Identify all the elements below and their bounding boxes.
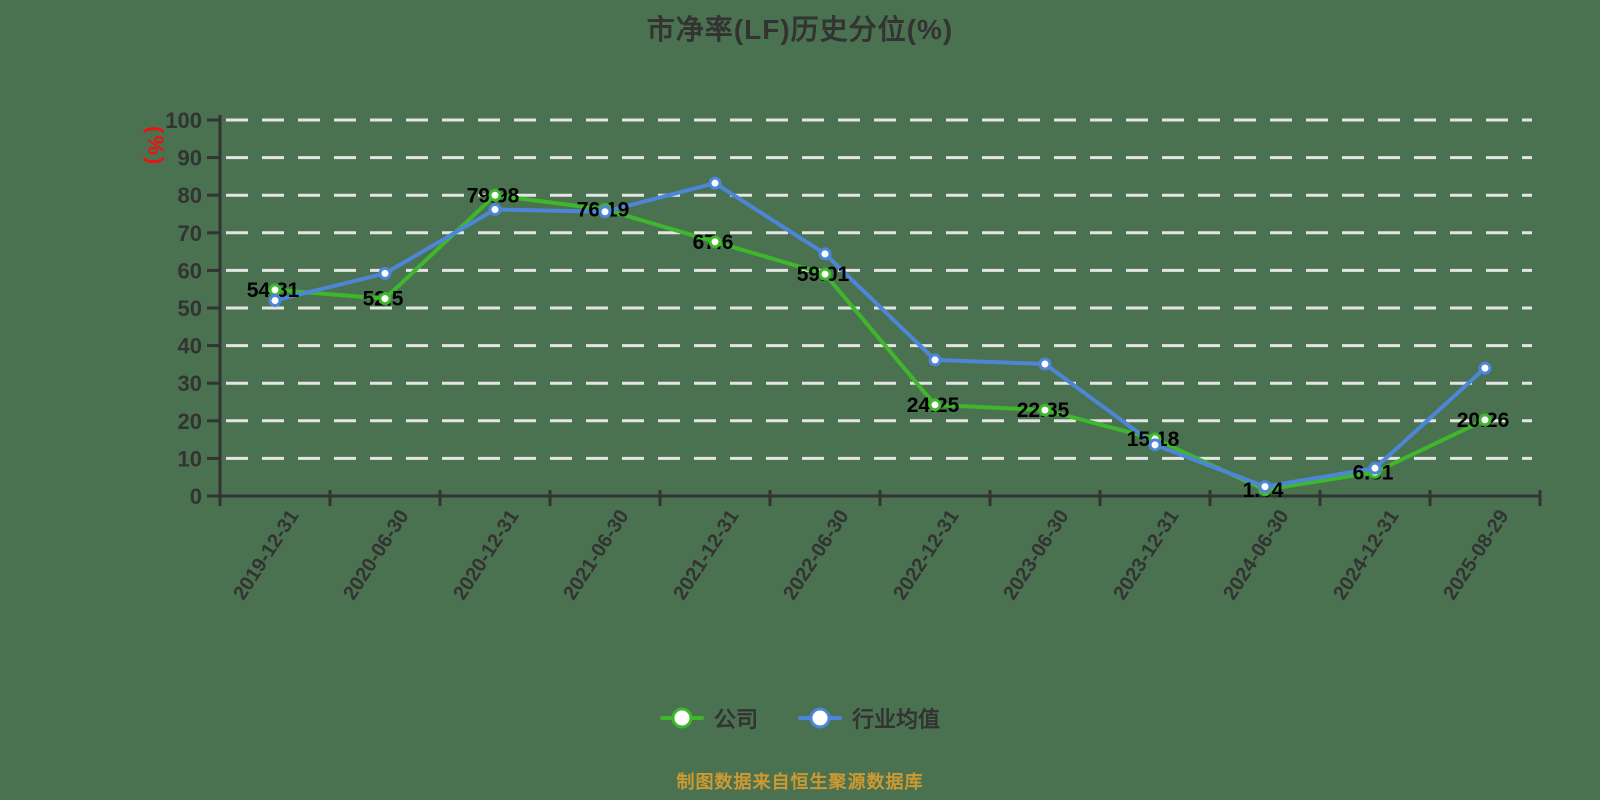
- industry-average-data-point[interactable]: [708, 176, 722, 190]
- y-axis-tick-label: 60: [178, 258, 202, 283]
- y-axis-tick-label: 50: [178, 296, 202, 321]
- company-data-point[interactable]: [818, 267, 832, 281]
- company-data-point[interactable]: [488, 188, 502, 202]
- data-source-note: 制图数据来自恒生聚源数据库: [676, 772, 924, 792]
- legend: 公司 行业均值: [0, 702, 1600, 734]
- company-data-point[interactable]: [1478, 413, 1492, 427]
- y-axis-tick-label: 70: [178, 221, 202, 246]
- industry-average-data-point[interactable]: [1368, 461, 1382, 475]
- company-line[interactable]: [273, 193, 1487, 492]
- company-data-point[interactable]: [928, 398, 942, 412]
- y-axis-tick-label: 0: [190, 484, 202, 509]
- industry-legend-line-icon: [798, 707, 842, 729]
- y-axis-tick-label: 90: [178, 146, 202, 171]
- y-axis-tick-label: 20: [178, 409, 202, 434]
- industry-average-data-point[interactable]: [1258, 480, 1272, 494]
- industry-average-data-point[interactable]: [268, 293, 282, 307]
- legend-label-industry-average: 行业均值: [852, 707, 941, 732]
- legend-item-company[interactable]: 公司: [659, 702, 758, 734]
- company-legend-line-icon: [659, 707, 704, 729]
- y-axis-tick-label: 40: [178, 334, 202, 359]
- industry-legend-dot-icon: [809, 707, 831, 729]
- industry-average-line[interactable]: [273, 181, 1487, 489]
- industry-average-data-point[interactable]: [488, 202, 502, 216]
- y-axis-tick-label: 100: [165, 108, 202, 133]
- chart-title: 市净率(LF)历史分位(%): [646, 14, 954, 45]
- company-legend-dot-icon: [671, 707, 693, 729]
- industry-average-data-point[interactable]: [928, 353, 942, 367]
- industry-average-data-point[interactable]: [598, 205, 612, 219]
- industry-average-data-point[interactable]: [818, 247, 832, 261]
- company-data-point[interactable]: [708, 235, 722, 249]
- industry-average-data-point[interactable]: [378, 266, 392, 280]
- y-axis-tick-label: 80: [178, 183, 202, 208]
- legend-label-company: 公司: [713, 707, 758, 732]
- y-axis-tick-label: 10: [178, 446, 202, 471]
- company-data-point[interactable]: [268, 283, 282, 297]
- company-data-point[interactable]: [1038, 403, 1052, 417]
- industry-average-data-point[interactable]: [1038, 357, 1052, 371]
- industry-average-data-point[interactable]: [1478, 361, 1492, 375]
- y-axis-tick-label: 30: [178, 371, 202, 396]
- legend-item-industry-average[interactable]: 行业均值: [798, 702, 940, 734]
- company-data-point[interactable]: [378, 292, 392, 306]
- industry-average-data-point[interactable]: [1148, 438, 1162, 452]
